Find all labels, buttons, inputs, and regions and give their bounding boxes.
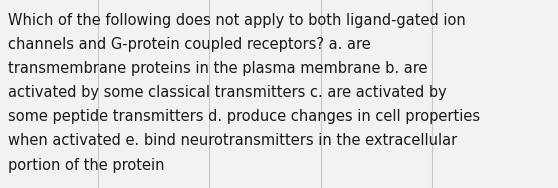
Text: when activated e. bind neurotransmitters in the extracellular: when activated e. bind neurotransmitters… (8, 133, 458, 149)
Text: channels and G-protein coupled receptors? a. are: channels and G-protein coupled receptors… (8, 37, 371, 52)
Text: Which of the following does not apply to both ligand-gated ion: Which of the following does not apply to… (8, 13, 466, 28)
Text: portion of the protein: portion of the protein (8, 158, 165, 173)
Text: activated by some classical transmitters c. are activated by: activated by some classical transmitters… (8, 85, 447, 100)
Text: transmembrane proteins in the plasma membrane b. are: transmembrane proteins in the plasma mem… (8, 61, 428, 76)
Text: some peptide transmitters d. produce changes in cell properties: some peptide transmitters d. produce cha… (8, 109, 480, 124)
